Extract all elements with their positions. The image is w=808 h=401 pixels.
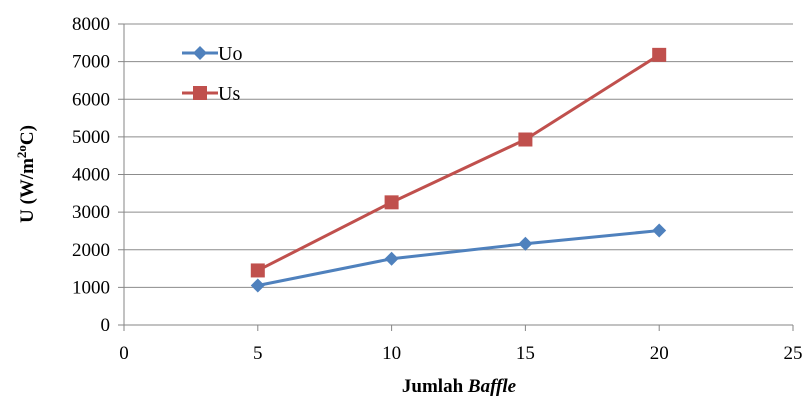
data-point-us bbox=[384, 195, 399, 210]
legend-marker-uo bbox=[193, 46, 207, 60]
y-tick-label: 3000 bbox=[72, 202, 110, 223]
data-point-us bbox=[518, 132, 533, 147]
gridlines bbox=[124, 23, 793, 288]
legend: Uo Us bbox=[182, 43, 242, 105]
y-tick-label: 1000 bbox=[72, 277, 110, 298]
legend-label-us: Us bbox=[218, 83, 240, 105]
y-tick-label: 4000 bbox=[72, 165, 110, 186]
y-tick-label: 7000 bbox=[72, 52, 110, 73]
series-group bbox=[250, 47, 667, 293]
x-tick-label: 15 bbox=[516, 343, 535, 364]
x-tick-label: 25 bbox=[784, 343, 803, 364]
x-tick-label: 5 bbox=[253, 343, 263, 364]
y-tick-label: 6000 bbox=[72, 89, 110, 110]
x-tick-label: 0 bbox=[119, 343, 129, 364]
data-point-uo bbox=[250, 278, 265, 293]
series-us bbox=[250, 47, 667, 278]
series-uo bbox=[250, 223, 667, 293]
y-tick-label: 0 bbox=[101, 315, 111, 336]
x-tick-label: 10 bbox=[382, 343, 401, 364]
data-point-uo bbox=[652, 223, 667, 238]
y-tick-label: 5000 bbox=[72, 127, 110, 148]
series-line-us bbox=[257, 53, 661, 272]
data-point-uo bbox=[518, 236, 533, 251]
x-tick-label: 20 bbox=[650, 343, 669, 364]
data-point-us bbox=[652, 47, 667, 62]
data-point-us bbox=[250, 263, 265, 278]
y-axis-title: U (W/m2oC) bbox=[14, 125, 39, 223]
x-axis-title: Jumlah Baffle bbox=[402, 376, 517, 397]
legend-label-uo: Uo bbox=[218, 43, 242, 65]
legend-item-us: Us bbox=[182, 83, 240, 105]
y-tick-label: 8000 bbox=[72, 14, 110, 35]
legend-item-uo: Uo bbox=[182, 43, 242, 65]
legend-marker-us bbox=[193, 86, 207, 100]
data-point-uo bbox=[384, 251, 399, 266]
series-line-uo bbox=[257, 229, 660, 287]
axes: 0 1000 2000 3000 4000 5000 6000 7000 8000 0 5 10 15 2… bbox=[72, 14, 803, 364]
y-tick-label: 2000 bbox=[72, 240, 110, 261]
